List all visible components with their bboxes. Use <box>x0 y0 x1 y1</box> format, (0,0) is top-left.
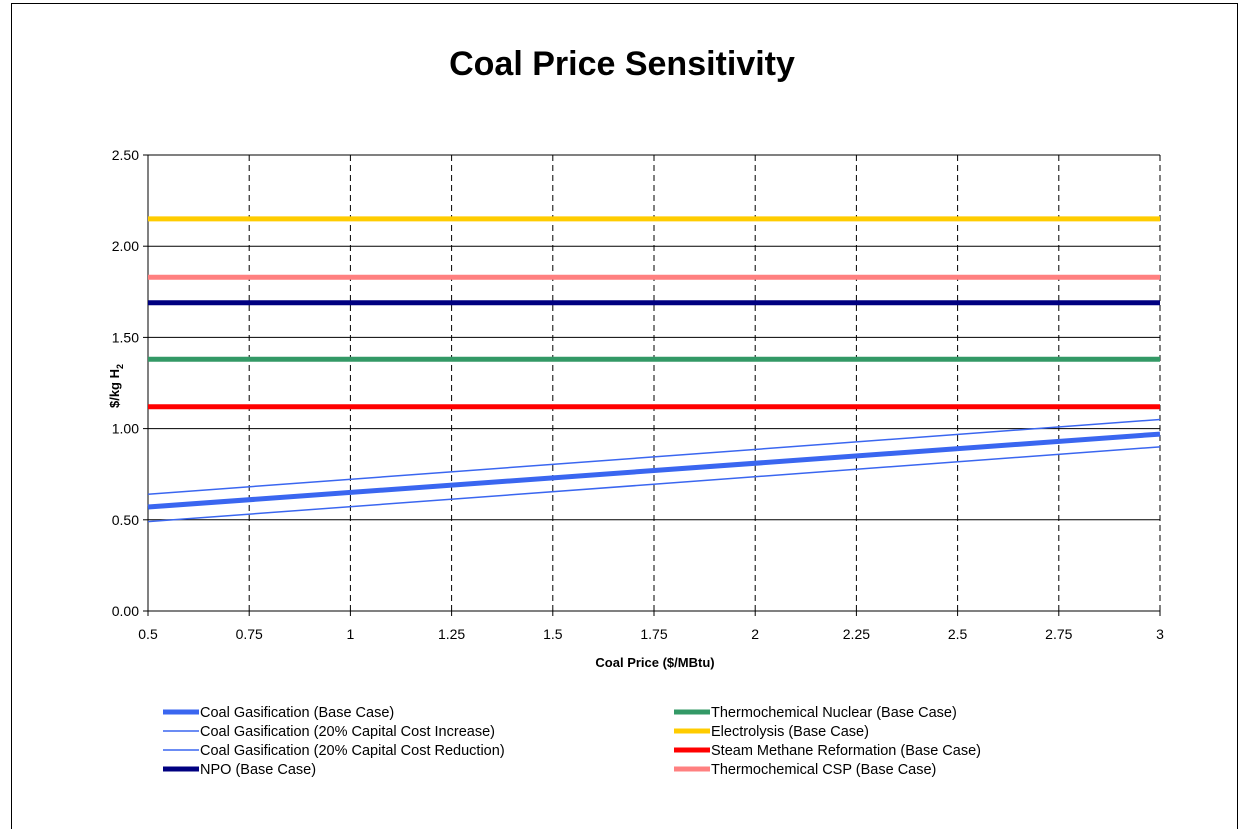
legend-label: Thermochemical Nuclear (Base Case) <box>711 705 957 721</box>
x-tick-label: 1.25 <box>438 626 465 642</box>
x-tick-label: 2.5 <box>948 626 968 642</box>
legend-label: Coal Gasification (Base Case) <box>200 705 394 721</box>
y-axis-label-text: $/kg H <box>107 369 122 408</box>
x-axis-label: Coal Price ($/MBtu) <box>595 655 714 670</box>
y-tick-label: 2.50 <box>112 147 139 163</box>
legend-label: Steam Methane Reformation (Base Case) <box>711 743 981 759</box>
x-tick-label: 2.25 <box>843 626 870 642</box>
x-tick-label: 1 <box>347 626 355 642</box>
series-line <box>147 431 1161 510</box>
legend: Coal Gasification (Base Case) Coal Gasifi… <box>163 705 981 778</box>
x-tick-label: 1.75 <box>640 626 667 642</box>
legend-label: NPO (Base Case) <box>200 762 316 778</box>
series-line <box>147 446 1161 523</box>
x-tick-label: 1.5 <box>543 626 563 642</box>
y-tick-label: 0.50 <box>112 512 139 528</box>
legend-label: Electrolysis (Base Case) <box>711 724 869 740</box>
y-axis-label-subscript: 2 <box>115 364 125 369</box>
legend-label: Coal Gasification (20% Capital Cost Incr… <box>200 724 495 740</box>
y-tick-label: 0.00 <box>112 603 139 619</box>
x-tick-label: 2 <box>751 626 759 642</box>
legend-label: Thermochemical CSP (Base Case) <box>711 762 936 778</box>
series-line <box>147 418 1161 496</box>
y-tick-label: 1.00 <box>112 421 139 437</box>
y-tick-label: 1.50 <box>112 329 139 345</box>
y-tick-label: 2.00 <box>112 238 139 254</box>
x-tick-label: 0.75 <box>236 626 263 642</box>
x-tick-label: 2.75 <box>1045 626 1072 642</box>
x-tick-label: 3 <box>1156 626 1164 642</box>
chart-frame <box>11 3 1238 829</box>
x-tick-label: 0.5 <box>138 626 158 642</box>
legend-label: Coal Gasification (20% Capital Cost Redu… <box>200 743 505 759</box>
y-axis-label: $/kg H2 <box>107 364 125 408</box>
plot-area: 0.00 0.50 1.00 1.50 2.00 2.50 0.5 0.75 1 1.25 1.5 1… <box>112 147 1164 642</box>
chart-title: Coal Price Sensitivity <box>449 45 795 83</box>
